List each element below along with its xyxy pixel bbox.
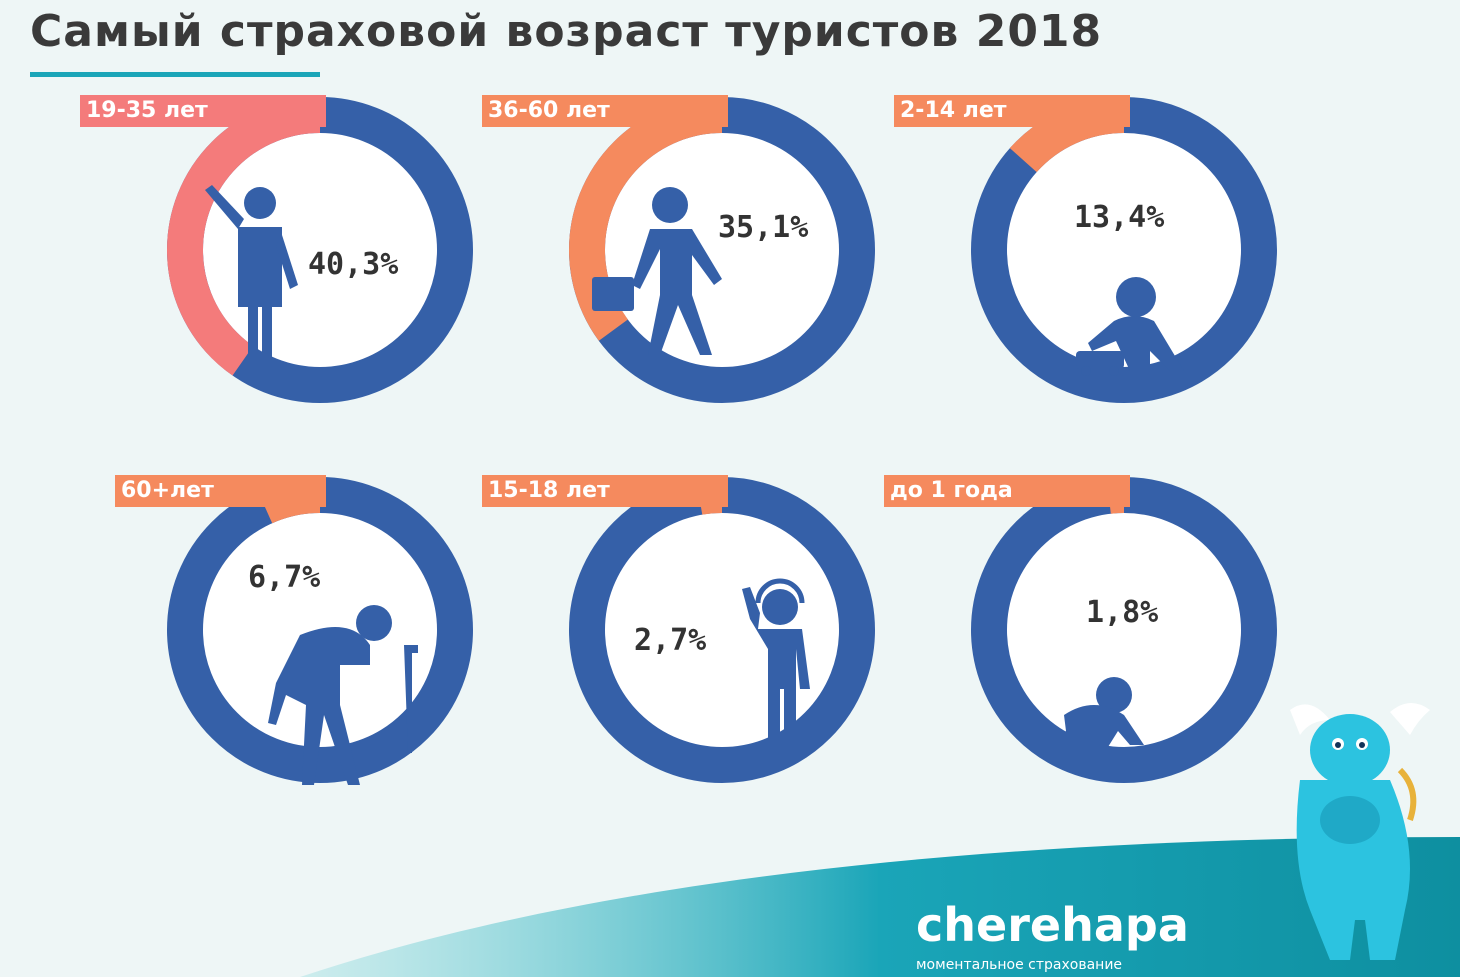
businessman-icon [592, 187, 722, 355]
brand-logo-text: cherehapa [916, 898, 1189, 952]
mascot-icon [1290, 702, 1430, 960]
footer-wave [300, 837, 1460, 977]
percent-label: 35,1% [718, 210, 809, 245]
age-category-tag: 15-18 лет [482, 475, 728, 507]
title-underline [30, 72, 320, 77]
age-category-label: 15-18 лет [488, 478, 610, 503]
percent-label: 6,7% [248, 560, 321, 595]
page-title: Самый страховой возраст туристов 2018 [30, 6, 1103, 57]
child-with-toy-bus-icon [1076, 277, 1184, 376]
brand-tagline: моментальное страхование [916, 957, 1123, 973]
donut-chart-60-plus: 60+лет 6,7% [115, 475, 480, 795]
donut-chart-2-14: 2-14 лет 13,4% [894, 95, 1284, 415]
donut-chart-36-60: 36-60 лет 35,1% [482, 95, 882, 415]
donut-svg [569, 477, 875, 783]
donut-svg [167, 477, 473, 785]
age-category-tag: 36-60 лет [482, 95, 728, 127]
donut-chart-15-18: 15-18 лет 2,7% [482, 475, 882, 795]
age-category-label: 2-14 лет [900, 98, 1007, 123]
donut-chart-under-1: до 1 года 1,8% [884, 475, 1284, 795]
crawling-baby-icon [1060, 677, 1144, 747]
donut-remainder-arc [569, 477, 875, 783]
age-category-label: до 1 года [890, 478, 1013, 503]
teen-with-headphones-icon [742, 578, 810, 749]
elderly-with-cane-icon [268, 605, 418, 785]
age-category-tag: 60+лет [115, 475, 326, 507]
age-category-tag: до 1 года [884, 475, 1130, 507]
percent-label: 2,7% [634, 623, 707, 658]
person-waving-icon [205, 185, 298, 367]
donut-chart-19-35: 19-35 лет 40,3% [80, 95, 480, 415]
percent-label: 1,8% [1086, 595, 1159, 630]
age-category-tag: 2-14 лет [894, 95, 1130, 127]
percent-label: 40,3% [308, 247, 399, 282]
age-category-label: 36-60 лет [488, 98, 610, 123]
donut-svg [569, 97, 875, 403]
age-category-label: 19-35 лет [86, 98, 208, 123]
age-category-label: 60+лет [121, 478, 214, 503]
percent-label: 13,4% [1074, 200, 1165, 235]
age-category-tag: 19-35 лет [80, 95, 326, 127]
donut-svg [971, 477, 1277, 783]
donut-svg [971, 97, 1277, 403]
